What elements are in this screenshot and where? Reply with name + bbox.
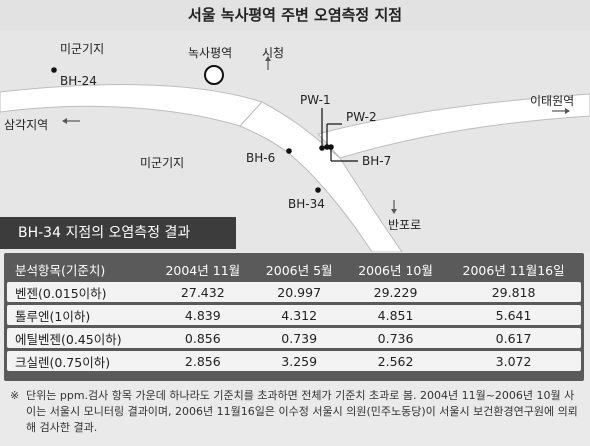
map-roads (0, 56, 590, 252)
table-header-row: 분석항목(기준치) 2004년 11월 2006년 5월 2006년 10월 2… (7, 259, 581, 279)
table-cell: 29.229 (344, 282, 447, 302)
arrow-up-icon (265, 56, 271, 70)
point-bh7 (328, 144, 334, 150)
table-cell: 0.739 (253, 328, 345, 348)
table-row: 벤젠(0.015이하) 27.432 20.997 29.229 29.818 (7, 282, 581, 302)
page-title: 서울 녹사평역 주변 오염측정 지점 (0, 0, 590, 30)
col-header: 2004년 11월 (165, 262, 241, 278)
table-cell: 톨루엔(1이하) (7, 305, 153, 325)
col-header: 2006년 5월 (265, 262, 333, 278)
point-bh24 (51, 67, 57, 73)
table-cell: 29.818 (446, 282, 581, 302)
table-row: 크실렌(0.75이하) 2.856 3.259 2.562 3.072 (7, 351, 581, 371)
table-cell: 0.736 (344, 328, 447, 348)
label-bh24: BH-24 (60, 74, 97, 88)
label-city-hall: 시청 (262, 46, 285, 60)
table-cell: 20.997 (253, 282, 345, 302)
label-station: 녹사평역 (188, 46, 233, 60)
table-cell: 2.562 (344, 351, 447, 371)
table-cell: 4.312 (253, 305, 345, 325)
table-cell: 3.259 (253, 351, 345, 371)
arrow-right-icon (552, 108, 570, 114)
results-table: 분석항목(기준치) 2004년 11월 2006년 5월 2006년 10월 2… (7, 256, 581, 374)
results-table-wrap: 분석항목(기준치) 2004년 11월 2006년 5월 2006년 10월 2… (4, 253, 584, 381)
label-bh6: BH-6 (246, 151, 276, 165)
footnote: ※ 단위는 ppm.검사 항목 가운데 하나라도 기준치를 초과하면 전체가 기… (10, 388, 582, 436)
col-header: 분석항목(기준치) (15, 262, 106, 278)
col-header: 2006년 11월16일 (462, 262, 565, 278)
label-itaewon: 이태원역 (530, 94, 575, 108)
label-base-west: 미군기지 (60, 42, 105, 56)
map: 미군기지 녹사평역 시청 BH-24 PW-1 PW-2 이태원역 삼각지역 미… (0, 30, 590, 252)
col-header: 2006년 10월 (358, 262, 433, 278)
label-bh34: BH-34 (288, 197, 325, 211)
label-banpo: 반포로 (388, 218, 422, 232)
point-bh34 (315, 187, 321, 193)
station-marker (204, 65, 224, 85)
table-cell: 벤젠(0.015이하) (7, 282, 153, 302)
table-cell: 27.432 (152, 282, 254, 302)
table-panel-title: BH-34 지점의 오염측정 결과 (0, 217, 236, 249)
label-pw2: PW-2 (346, 110, 377, 124)
table-cell: 0.617 (446, 328, 581, 348)
table-cell: 크실렌(0.75이하) (7, 351, 153, 371)
arrow-left-icon (62, 118, 80, 124)
table-row: 에틸벤젠(0.45이하) 0.856 0.739 0.736 0.617 (7, 328, 581, 348)
table-cell: 2.856 (152, 351, 254, 371)
point-bh6 (286, 148, 292, 154)
label-samgakji: 삼각지역 (4, 118, 49, 132)
label-pw1: PW-1 (300, 93, 331, 107)
table-cell: 5.641 (446, 305, 581, 325)
table-cell: 4.839 (152, 305, 254, 325)
arrow-down-icon (391, 200, 397, 214)
note-mark: ※ (10, 389, 20, 402)
table-cell: 에틸벤젠(0.45이하) (7, 328, 153, 348)
label-bh7: BH-7 (362, 154, 392, 168)
table-row: 톨루엔(1이하) 4.839 4.312 4.851 5.641 (7, 305, 581, 325)
road-east (317, 93, 590, 159)
table-cell: 3.072 (446, 351, 581, 371)
note-text: 단위는 ppm.검사 항목 가운데 하나라도 기준치를 초과하면 전체가 기준치… (26, 389, 578, 434)
label-base-center: 미군기지 (140, 156, 185, 170)
table-cell: 0.856 (152, 328, 254, 348)
table-cell: 4.851 (344, 305, 447, 325)
